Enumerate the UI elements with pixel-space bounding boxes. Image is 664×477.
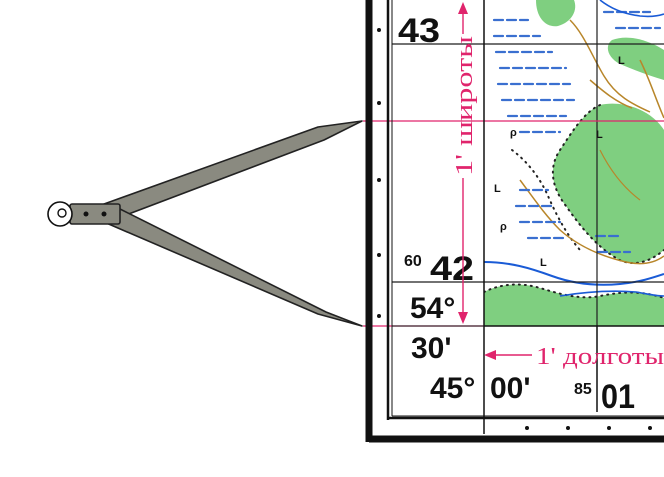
frame-minute-dots [377, 28, 652, 430]
map-frame [365, 0, 664, 443]
contour-line [639, 59, 664, 119]
forest-edge [551, 104, 664, 265]
km-grid [392, 0, 664, 326]
dividers-upper-leg [103, 120, 363, 219]
map-letter: L [618, 55, 625, 67]
down-arrow-icon [458, 312, 468, 324]
forest-area [552, 103, 664, 264]
longitude-minute-label: 1' долготы [536, 344, 664, 370]
dividers-hinge [69, 203, 121, 225]
map-letter: ρ [500, 221, 507, 233]
swamp-hatching [492, 10, 662, 254]
easting-label: 01 [601, 378, 635, 416]
contour-line [569, 19, 651, 113]
contour-line [589, 79, 633, 109]
map-letters: L L L L ρ ρ [494, 55, 625, 269]
forest-area [607, 37, 664, 80]
northing-top-label: 43 [398, 12, 440, 50]
river [484, 261, 664, 286]
river [559, 290, 664, 297]
easting-prefix-label: 85 [574, 381, 592, 398]
dividers-lower-leg [103, 207, 363, 327]
latitude-degrees-label: 54° [410, 292, 455, 325]
contour-line [599, 149, 641, 201]
longitude-degrees-label: 45° [430, 372, 475, 405]
northing-prefix-label: 60 [404, 253, 422, 270]
forest-area [536, 0, 576, 27]
longitude-measure: 1' долготы [484, 344, 664, 370]
map-letter: L [596, 129, 603, 141]
northing-mid-label: 42 [430, 250, 474, 288]
map-letter: L [494, 183, 501, 195]
frame-labels: 43 60 42 54° 30' 45° 00' 85 01 [398, 12, 635, 416]
river [599, 0, 664, 18]
forest-edge [511, 149, 581, 251]
map-letter: L [540, 257, 547, 269]
dividers-knob [47, 201, 73, 227]
forest-area [484, 284, 664, 326]
latitude-measure: 1' широты [452, 2, 478, 324]
dividers-icon [47, 120, 363, 327]
map-terrain: L L L L ρ ρ [484, 0, 664, 326]
left-arrow-icon [484, 350, 496, 360]
contour-line [519, 179, 664, 265]
longitude-minutes-label: 00' [490, 372, 531, 405]
map-letter: ρ [510, 127, 517, 139]
latitude-minutes-label: 30' [411, 332, 452, 365]
latitude-minute-label: 1' широты [452, 36, 478, 176]
up-arrow-icon [458, 2, 468, 14]
